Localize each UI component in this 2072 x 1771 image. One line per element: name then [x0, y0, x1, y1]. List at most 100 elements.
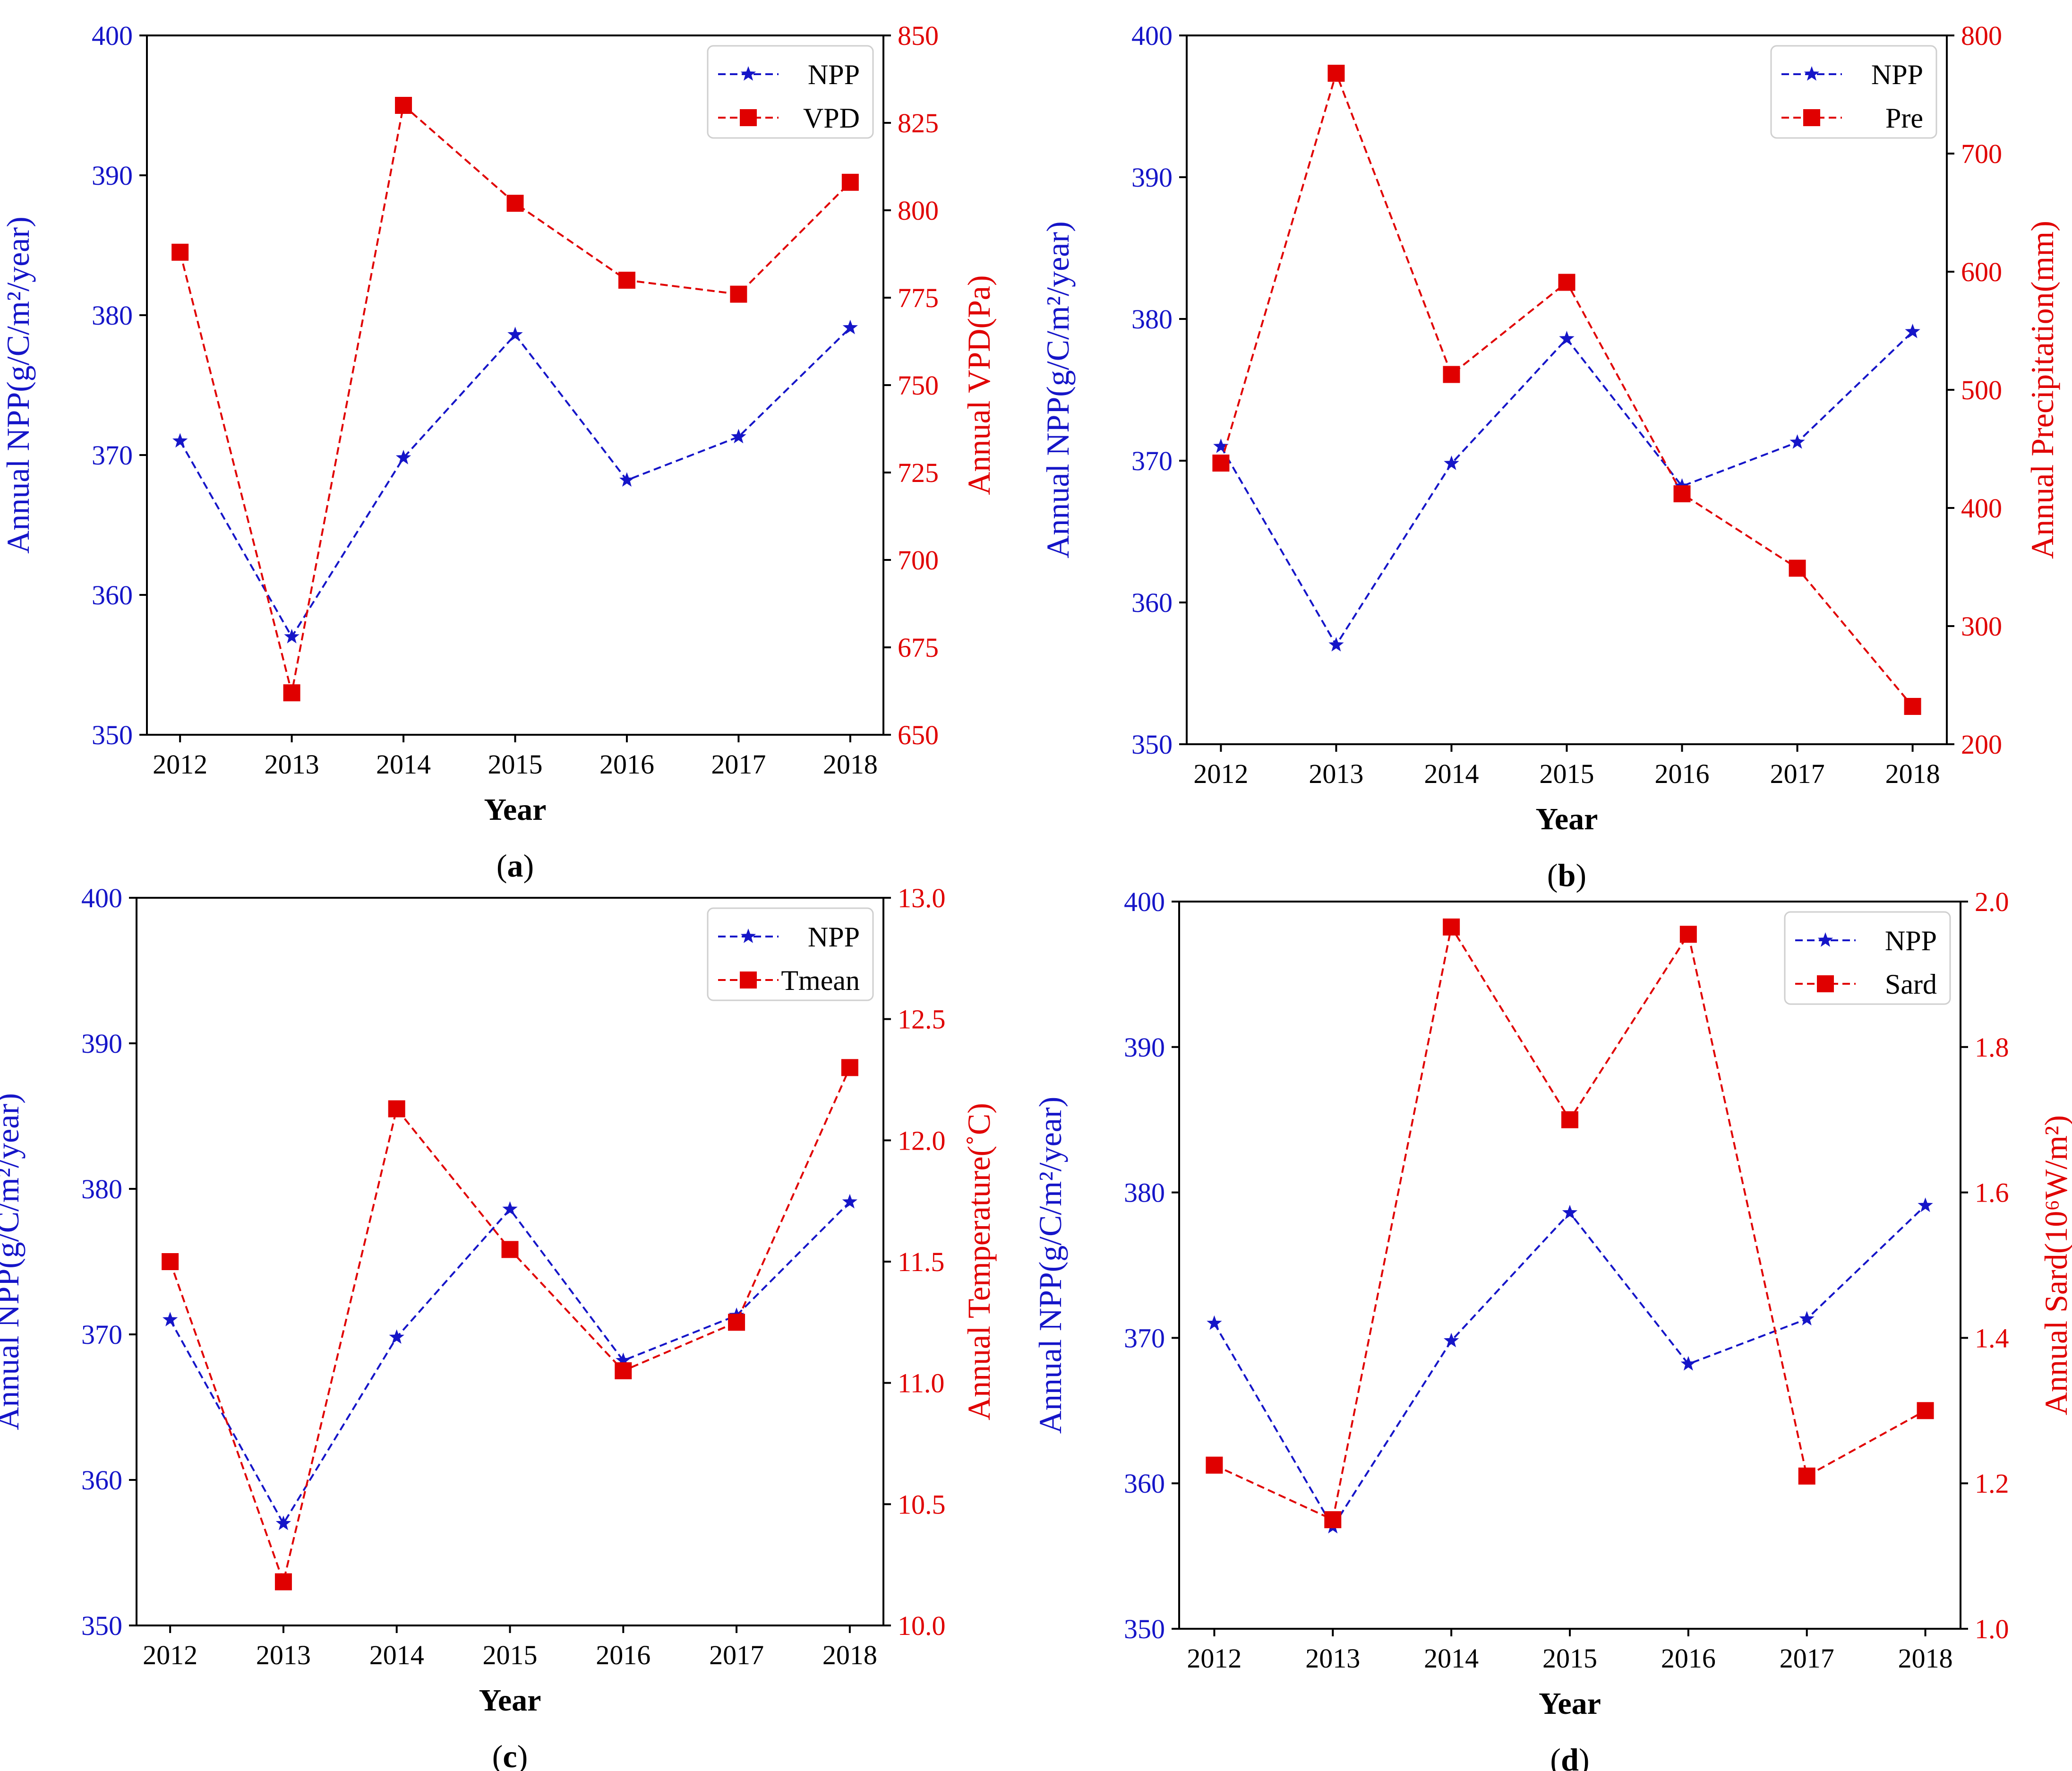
star-marker-icon: [1817, 932, 1833, 947]
data-point-sard: [1443, 918, 1460, 936]
y-left-tick-label: 390: [1131, 162, 1173, 193]
y-right-axis-title: Annual VPD(Pa): [961, 275, 997, 495]
series-line-npp: [1213, 1204, 1926, 1529]
series-line-vpd: [179, 103, 851, 693]
x-tick-label: 2017: [1770, 758, 1825, 789]
y-left-tick-label: 380: [1131, 304, 1173, 335]
y-right-tick-label: 750: [898, 370, 939, 401]
panel-caption: (c): [492, 1738, 528, 1771]
y-right-tick-label: 13.0: [898, 883, 946, 913]
y-right-tick-label: 10.5: [898, 1489, 946, 1520]
y-right-tick-label: 2.0: [1975, 886, 2009, 917]
y-right-axis-title: Annual Precipitation(mm): [2024, 221, 2060, 559]
x-tick-label: 2018: [823, 749, 878, 780]
data-point-pre: [1327, 65, 1345, 82]
y-left-tick-label: 400: [92, 20, 133, 51]
data-point-npp: [731, 429, 746, 444]
y-left-tick-label: 370: [1124, 1323, 1165, 1353]
y-right-tick-label: 725: [898, 457, 939, 488]
data-point-npp: [1905, 324, 1920, 338]
data-point-tmean: [501, 1241, 519, 1258]
x-axis-title: Year: [484, 792, 547, 827]
legend-label: NPP: [808, 921, 860, 953]
data-point-tmean: [728, 1314, 745, 1331]
y-right-tick-label: 775: [898, 283, 939, 313]
panel-caption: (d): [1550, 1742, 1589, 1771]
x-tick-label: 2015: [1542, 1643, 1597, 1674]
y-left-tick-label: 380: [1124, 1178, 1165, 1208]
x-tick-label: 2018: [1885, 758, 1940, 789]
data-point-npp: [389, 1329, 404, 1344]
legend-label: NPP: [1885, 925, 1937, 956]
y-right-tick-label: 1.8: [1975, 1032, 2009, 1063]
data-point-sard: [1917, 1402, 1934, 1419]
legend-label: NPP: [1871, 59, 1923, 90]
x-axis-title: Year: [479, 1683, 541, 1718]
x-tick-label: 2013: [265, 749, 319, 780]
star-marker-icon: [740, 928, 756, 943]
data-point-vpd: [730, 285, 747, 303]
y-right-tick-label: 700: [898, 545, 939, 576]
y-right-axis-title: Annual Temperature(˚C): [961, 1103, 997, 1420]
x-tick-label: 2017: [709, 1640, 764, 1670]
series-line-tmean: [169, 1067, 851, 1585]
y-left-tick-label: 370: [1131, 446, 1173, 476]
y-right-tick-label: 825: [898, 108, 939, 138]
y-right-tick-label: 1.2: [1975, 1468, 2009, 1499]
x-tick-label: 2017: [1780, 1643, 1834, 1674]
x-tick-label: 2015: [483, 1640, 538, 1670]
y-right-tick-label: 800: [898, 195, 939, 226]
legend-label: Tmean: [781, 965, 860, 996]
chart-panel-d: 2012 2013 2014 2015 2016 2017 2018 350 360 370 380…: [1032, 886, 2072, 1771]
data-point-vpd: [841, 173, 859, 191]
x-tick-label: 2017: [711, 749, 766, 780]
data-point-sard: [1798, 1467, 1815, 1485]
data-point-pre: [1673, 485, 1691, 502]
data-point-npp: [1559, 331, 1575, 345]
panel-caption: (a): [497, 848, 534, 884]
data-point-npp: [1562, 1204, 1578, 1220]
data-point-npp: [1789, 434, 1805, 449]
star-marker-icon: [740, 66, 756, 81]
plot-frame: [1178, 901, 1961, 1630]
x-tick-label: 2016: [1661, 1643, 1716, 1674]
y-left-tick-label: 360: [1131, 587, 1173, 618]
data-point-vpd: [506, 195, 524, 212]
data-point-npp: [507, 327, 523, 342]
y-right-tick-label: 1.0: [1975, 1614, 2009, 1644]
data-point-npp: [1444, 1333, 1459, 1348]
data-point-tmean: [388, 1100, 405, 1118]
data-point-pre: [1558, 274, 1575, 291]
data-point-npp: [842, 1194, 857, 1209]
y-right-tick-label: 800: [1961, 20, 2002, 51]
square-marker-icon: [740, 109, 757, 126]
data-point-npp: [1444, 456, 1459, 470]
series-line-sard: [1214, 924, 1926, 1522]
y-right-tick-label: 12.5: [898, 1004, 946, 1035]
data-point-pre: [1443, 366, 1460, 383]
data-point-tmean: [841, 1059, 858, 1076]
x-tick-label: 2014: [369, 1640, 424, 1670]
data-point-sard: [1206, 1456, 1223, 1474]
square-marker-icon: [1803, 109, 1820, 126]
data-point-sard: [1679, 926, 1697, 943]
y-right-tick-label: 650: [898, 720, 939, 750]
data-point-npp: [842, 319, 858, 335]
y-left-tick-label: 370: [81, 1319, 122, 1350]
data-point-tmean: [615, 1362, 632, 1379]
plot-frame: [146, 34, 884, 736]
legend-label: VPD: [803, 103, 860, 134]
data-point-npp: [395, 449, 411, 464]
y-right-axis-title: Annual Sard(10⁶W/m²): [2038, 1115, 2072, 1415]
y-left-tick-label: 380: [92, 300, 133, 331]
x-tick-label: 2014: [1424, 758, 1479, 789]
y-right-tick-label: 1.4: [1975, 1323, 2009, 1353]
legend-label: NPP: [808, 59, 860, 90]
y-right-tick-label: 12.0: [898, 1125, 946, 1156]
data-point-pre: [1904, 698, 1921, 715]
y-left-tick-label: 400: [1131, 20, 1173, 51]
square-marker-icon: [1817, 975, 1834, 992]
y-left-tick-label: 390: [1124, 1032, 1165, 1063]
x-tick-label: 2014: [376, 749, 431, 780]
y-right-tick-label: 675: [898, 632, 939, 663]
